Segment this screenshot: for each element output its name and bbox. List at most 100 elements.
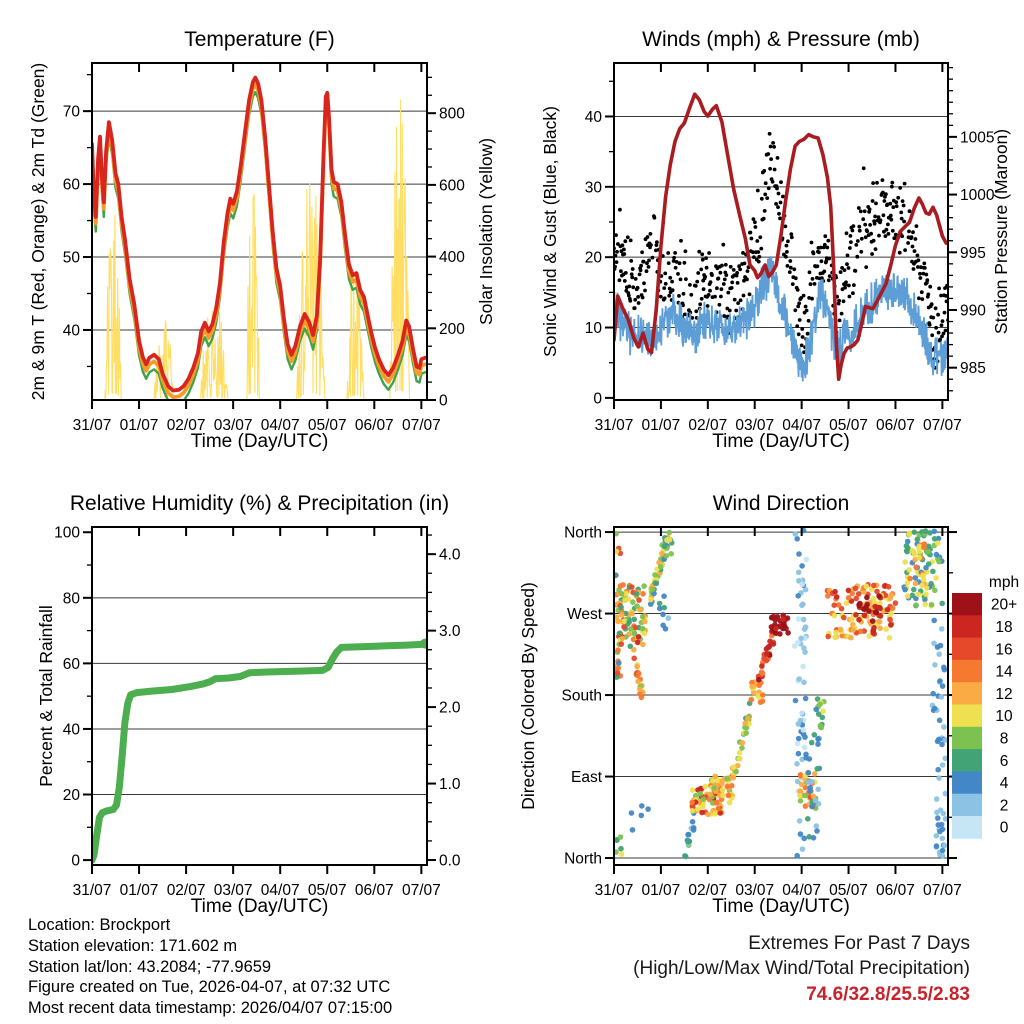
location-line: Location: Brockport: [28, 916, 171, 934]
svg-text:03/07: 03/07: [214, 417, 253, 434]
svg-text:30: 30: [585, 179, 603, 196]
svg-text:1.0: 1.0: [439, 776, 461, 793]
svg-text:Wind Direction: Wind Direction: [713, 492, 850, 515]
svg-text:985: 985: [960, 360, 986, 377]
svg-text:50: 50: [63, 250, 81, 267]
svg-text:1000: 1000: [960, 187, 995, 204]
svg-text:Time (Day/UTC): Time (Day/UTC): [191, 431, 329, 452]
svg-text:05/07: 05/07: [308, 417, 347, 434]
svg-text:60: 60: [63, 177, 81, 194]
svg-text:Time (Day/UTC): Time (Day/UTC): [712, 896, 850, 917]
svg-text:East: East: [571, 769, 603, 786]
svg-text:40: 40: [585, 109, 603, 126]
svg-text:400: 400: [439, 249, 465, 266]
svg-text:04/07: 04/07: [261, 417, 300, 434]
svg-text:Sonic Wind & Gust (Blue, Black: Sonic Wind & Gust (Blue, Black): [540, 106, 560, 357]
svg-text:2.0: 2.0: [439, 700, 461, 717]
timestamp-line: Most recent data timestamp: 2026/04/07 0…: [28, 999, 393, 1018]
svg-text:10: 10: [995, 708, 1013, 725]
extremes-values: 74.6/32.8/25.5/2.83: [806, 983, 970, 1005]
svg-text:20: 20: [63, 787, 81, 804]
svg-text:01/07: 01/07: [120, 417, 159, 434]
station-info: Location: Brockport Station elevation: 1…: [28, 915, 392, 1019]
svg-text:600: 600: [439, 177, 465, 194]
created-line: Figure created on Tue, 2026-04-07, at 07…: [28, 978, 391, 997]
svg-text:40: 40: [63, 721, 81, 738]
svg-text:Relative Humidity (%) & Precip: Relative Humidity (%) & Precipitation (i…: [70, 492, 449, 515]
svg-text:4.0: 4.0: [439, 547, 461, 564]
svg-text:31/07: 31/07: [595, 417, 634, 434]
svg-text:05/07: 05/07: [829, 417, 868, 434]
svg-text:Percent & Total Rainfall: Percent & Total Rainfall: [36, 605, 56, 787]
temperature-chart: 31/07 01/07 02/07 03/07 04/07 05/07 06/07 07/07…: [28, 28, 496, 452]
svg-text:05/07: 05/07: [308, 882, 347, 899]
svg-text:3.0: 3.0: [439, 623, 461, 640]
svg-text:0: 0: [439, 393, 448, 410]
svg-text:07/07: 07/07: [402, 417, 441, 434]
svg-text:80: 80: [63, 590, 81, 607]
svg-text:31/07: 31/07: [595, 882, 634, 899]
svg-text:10: 10: [585, 320, 603, 337]
svg-text:70: 70: [63, 104, 81, 121]
svg-text:06/07: 06/07: [876, 417, 915, 434]
elevation-line: Station elevation: 171.602 m: [28, 936, 238, 955]
svg-text:12: 12: [995, 686, 1012, 703]
svg-text:40: 40: [63, 322, 81, 339]
svg-text:07/07: 07/07: [923, 417, 962, 434]
svg-text:Solar Insolation (Yellow): Solar Insolation (Yellow): [476, 138, 496, 325]
svg-text:03/07: 03/07: [214, 882, 253, 899]
svg-text:Direction (Colored By Speed): Direction (Colored By Speed): [518, 582, 538, 810]
humidity-precip-chart: 31/07 01/07 02/07 03/07 04/07 05/07 06/07 07/07…: [36, 492, 461, 917]
svg-text:18: 18: [995, 619, 1012, 636]
svg-text:0: 0: [71, 853, 80, 870]
svg-text:South: South: [561, 688, 602, 705]
svg-text:Time (Day/UTC): Time (Day/UTC): [191, 896, 329, 917]
svg-text:0: 0: [1000, 820, 1009, 837]
svg-text:02/07: 02/07: [167, 882, 206, 899]
svg-text:100: 100: [54, 525, 80, 542]
svg-text:01/07: 01/07: [642, 417, 681, 434]
svg-text:20+: 20+: [991, 597, 1017, 614]
svg-text:0: 0: [593, 390, 602, 407]
svg-text:31/07: 31/07: [73, 417, 112, 434]
svg-text:Temperature (F): Temperature (F): [184, 28, 335, 51]
svg-text:4: 4: [1000, 775, 1009, 792]
svg-text:07/07: 07/07: [402, 882, 441, 899]
svg-text:06/07: 06/07: [355, 417, 394, 434]
svg-text:02/07: 02/07: [167, 417, 206, 434]
svg-text:800: 800: [439, 106, 465, 123]
svg-text:0.0: 0.0: [439, 853, 461, 870]
svg-text:07/07: 07/07: [923, 882, 962, 899]
svg-text:31/07: 31/07: [73, 882, 112, 899]
svg-text:8: 8: [1000, 730, 1009, 747]
svg-text:60: 60: [63, 656, 81, 673]
svg-text:14: 14: [995, 664, 1013, 681]
svg-text:05/07: 05/07: [829, 882, 868, 899]
svg-text:West: West: [567, 606, 603, 623]
extremes-subtitle: (High/Low/Max Wind/Total Precipitation): [633, 958, 970, 980]
svg-text:6: 6: [1000, 753, 1009, 770]
svg-text:2: 2: [1000, 797, 1009, 814]
svg-text:06/07: 06/07: [355, 882, 394, 899]
svg-text:Station Pressure (Maroon): Station Pressure (Maroon): [991, 129, 1011, 334]
svg-text:990: 990: [960, 302, 986, 319]
svg-text:995: 995: [960, 245, 986, 262]
extremes-block: Extremes For Past 7 Days (High/Low/Max W…: [480, 931, 970, 1007]
svg-text:04/07: 04/07: [782, 882, 821, 899]
svg-text:01/07: 01/07: [120, 882, 159, 899]
svg-text:06/07: 06/07: [876, 882, 915, 899]
svg-text:mph: mph: [989, 574, 1019, 591]
svg-text:North: North: [564, 851, 602, 868]
wind-direction-chart: 31/07 01/07 02/07 03/07 04/07 05/07 06/07 07/07…: [518, 492, 1019, 917]
svg-text:200: 200: [439, 321, 465, 338]
svg-text:02/07: 02/07: [688, 882, 727, 899]
svg-text:16: 16: [995, 641, 1012, 658]
svg-text:04/07: 04/07: [261, 882, 300, 899]
svg-text:04/07: 04/07: [782, 417, 821, 434]
svg-text:1005: 1005: [960, 129, 994, 146]
svg-text:03/07: 03/07: [735, 882, 774, 899]
svg-text:Winds (mph) & Pressure (mb): Winds (mph) & Pressure (mb): [642, 28, 920, 51]
latlon-line: Station lat/lon: 43.2084; -77.9659: [28, 957, 272, 976]
